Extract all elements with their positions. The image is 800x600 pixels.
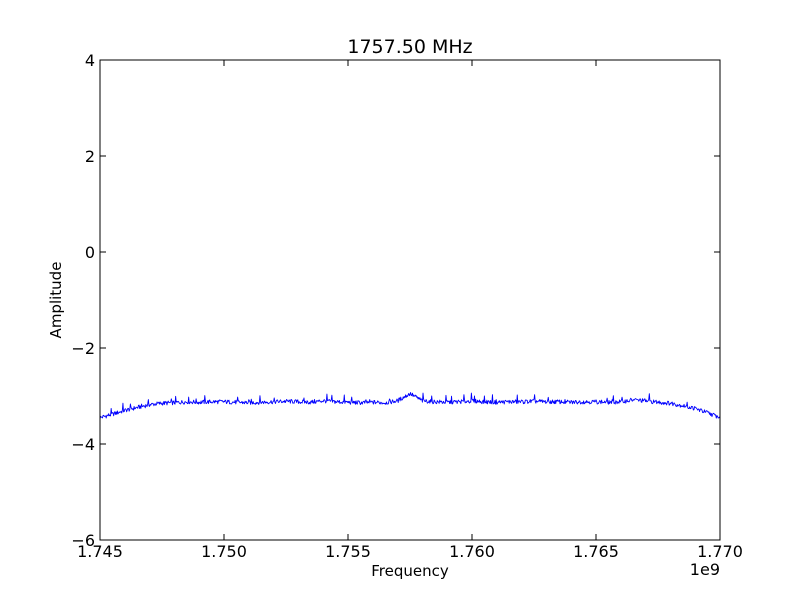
plot-area xyxy=(99,59,721,541)
y-tick-label: 4 xyxy=(85,51,95,70)
series-line xyxy=(99,392,721,420)
axes-background xyxy=(100,60,720,540)
y-tick-label: 2 xyxy=(85,147,95,166)
y-tick-label: −6 xyxy=(71,531,95,550)
x-tick-label: 1.770 xyxy=(697,542,743,561)
x-offset-label: 1e9 xyxy=(690,560,720,579)
axes-frame xyxy=(99,59,721,541)
x-tick-label: 1.760 xyxy=(449,542,495,561)
x-axis-label: Frequency xyxy=(371,562,449,580)
x-tick-label: 1.765 xyxy=(573,542,619,561)
x-tick-label: 1.745 xyxy=(77,542,123,561)
x-tick-label: 1.755 xyxy=(325,542,371,561)
y-tick-label: 0 xyxy=(85,243,95,262)
y-tick-label: −4 xyxy=(71,435,95,454)
x-tick-label: 1.750 xyxy=(201,542,247,561)
series-layer xyxy=(99,392,721,420)
chart-title: 1757.50 MHz xyxy=(347,36,472,58)
y-axis-label: Amplitude xyxy=(47,262,65,339)
y-tick-label: −2 xyxy=(71,339,95,358)
